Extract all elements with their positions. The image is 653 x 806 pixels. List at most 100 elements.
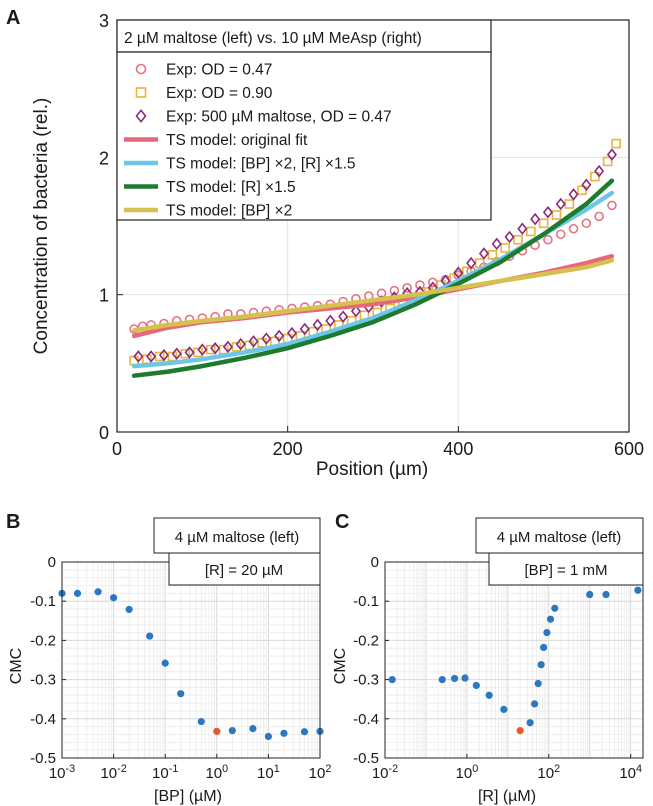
data-point [350,304,361,318]
legend-label: Exp: OD = 0.47 [166,62,272,79]
data-point [158,348,169,362]
data-point [73,589,82,597]
panel-a-legend-box [116,51,492,221]
data-point [280,729,288,737]
panel-a-legend-title: 2 µM maltose (left) vs. 10 µM MeAsp (rig… [124,30,422,47]
data-point [551,210,562,220]
x-tick-label: 400 [443,439,473,459]
data-point [274,329,285,343]
data-point [402,282,412,293]
x-tick-label: 200 [273,439,303,459]
legend-label: Exp: 500 µM maltose, OD = 0.47 [166,109,392,126]
data-point [248,335,259,348]
y-tick-label: 1 [99,286,109,306]
highlighted-data-point [213,727,221,735]
series-line [131,258,615,333]
panel-a-legend: 2 µM maltose (left) vs. 10 µM MeAsp (rig… [116,19,492,221]
x-tick-label: 104 [619,763,642,782]
data-point [249,725,257,733]
data-point [450,674,459,683]
y-tick-label: -0.3 [30,672,56,689]
y-tick-label: 3 [99,11,109,31]
panel-c-info-line-1: 4 µM maltose (left) [497,529,622,546]
panel-a-xlabel: Position (µm) [316,459,428,480]
data-point [261,332,272,345]
y-tick-label: 0 [99,423,109,443]
legend-label: TS model: [R] ×1.5 [166,179,296,196]
data-point [235,337,246,351]
panel-b-points [58,588,324,741]
data-point [312,318,323,332]
data-point [513,234,523,245]
data-point [500,705,508,713]
panel-b-letter: B [6,511,20,533]
y-tick-label: -0.5 [30,750,56,767]
x-tick-label: 10-3 [49,763,75,782]
data-point [555,197,566,211]
data-point [607,200,617,211]
data-point [537,661,545,669]
data-point [94,588,102,596]
data-point [551,604,559,612]
legend-marker [135,63,147,75]
data-point [478,247,489,260]
panel-a-letter: A [6,7,20,29]
data-point [125,605,133,614]
panel-b: B 10-3 10-2 10-1 100 101 102 0 -0.1 -0.2 -0.3 -0.4… [6,511,331,805]
data-point [542,205,553,219]
x-tick-label: 10-2 [100,763,126,782]
panel-a-ylabel: Concentration of bacteria (rel.) [31,98,52,355]
y-tick-label: -0.4 [30,711,56,728]
data-point [300,728,309,736]
panel-a-ticks: 0 200 400 600 0 1 2 3 [99,11,644,459]
x-tick-label: 0 [112,439,122,459]
data-point [594,164,605,178]
data-point [177,690,185,698]
data-point [568,188,579,201]
data-point [534,679,542,688]
data-point [543,628,551,637]
y-tick-label: -0.1 [353,593,379,610]
panel-a: A 0 200 400 600 0 1 2 3 Position (µm) Concentra… [6,7,644,480]
panel-c-xlabel: [R] (µM) [478,788,536,805]
legend-marker [135,87,147,98]
series-line [131,178,615,378]
data-point [167,351,178,362]
data-point [538,218,549,229]
panel-b-info-line-2: [R] = 20 µM [205,562,283,579]
data-point [286,326,297,340]
panel-c-letter: C [335,511,349,533]
panel-c-points [388,586,642,735]
data-point [472,681,480,690]
x-tick-label: 10-1 [152,763,178,782]
data-point [540,643,548,652]
data-point [526,719,534,727]
y-tick-label: 0 [48,554,56,571]
data-point [581,178,592,192]
y-tick-label: -0.1 [30,593,56,610]
panel-a-series [129,138,622,378]
data-point [530,212,541,226]
y-tick-label: -0.2 [353,632,379,649]
data-point [133,350,144,363]
data-point [110,594,118,602]
legend-label: Exp: OD = 0.90 [166,85,273,102]
data-point [606,148,617,161]
data-point [222,340,233,354]
panel-c: C 10-2 100 102 104 0 -0.1 -0.2 -0.3 -0.4 -0.5 4 µ… [332,511,644,805]
panel-c-info-box-top [475,517,644,554]
data-point [197,343,208,356]
data-point [388,676,396,684]
panel-c-ylabel: CMC [332,648,349,684]
data-point [594,211,604,222]
data-point [389,285,400,296]
data-point [555,229,566,240]
x-tick-label: 100 [456,763,479,782]
y-tick-label: -0.2 [30,632,56,649]
y-tick-label: -0.5 [353,750,379,767]
data-point [299,322,310,336]
legend-marker [135,109,147,123]
data-point [487,250,498,260]
data-point [228,726,236,735]
